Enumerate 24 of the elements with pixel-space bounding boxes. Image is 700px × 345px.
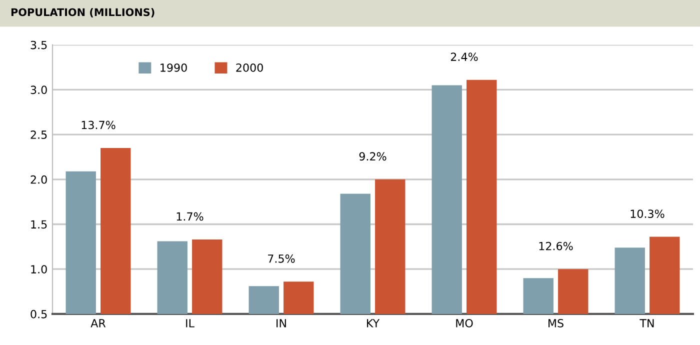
y-tick-label: 1.0 <box>31 265 47 274</box>
annotation: 10.3% <box>630 210 664 218</box>
y-tick-label: 2.5 <box>30 130 47 139</box>
x-tick-label: TN <box>640 319 654 328</box>
x-tick-label: MS <box>548 319 564 328</box>
annotation: 9.2% <box>359 152 386 161</box>
x-tick-label: IN <box>276 319 286 328</box>
annotation: 7.5% <box>268 254 295 263</box>
y-tick-label: 2.0 <box>30 175 47 184</box>
x-tick-label: KY <box>367 319 380 328</box>
legend-label: 1990 <box>160 63 187 72</box>
chart-title: POPULATION (MILLIONS) <box>11 8 154 18</box>
legend-label: 2000 <box>236 63 263 72</box>
x-tick-label: AR <box>90 319 106 328</box>
annotation: 2.4% <box>450 52 478 62</box>
annotation: 12.6% <box>539 242 573 250</box>
y-tick-label: 3.0 <box>30 86 47 94</box>
x-tick-label: MO <box>456 319 473 328</box>
annotation: 1.7% <box>176 212 204 221</box>
y-tick-label: 3.5 <box>30 40 47 50</box>
y-tick-label: 1.5 <box>31 220 47 229</box>
x-tick-label: IL <box>186 319 194 328</box>
annotation: 13.7% <box>82 120 116 130</box>
y-tick-label: 0.5 <box>30 310 47 318</box>
